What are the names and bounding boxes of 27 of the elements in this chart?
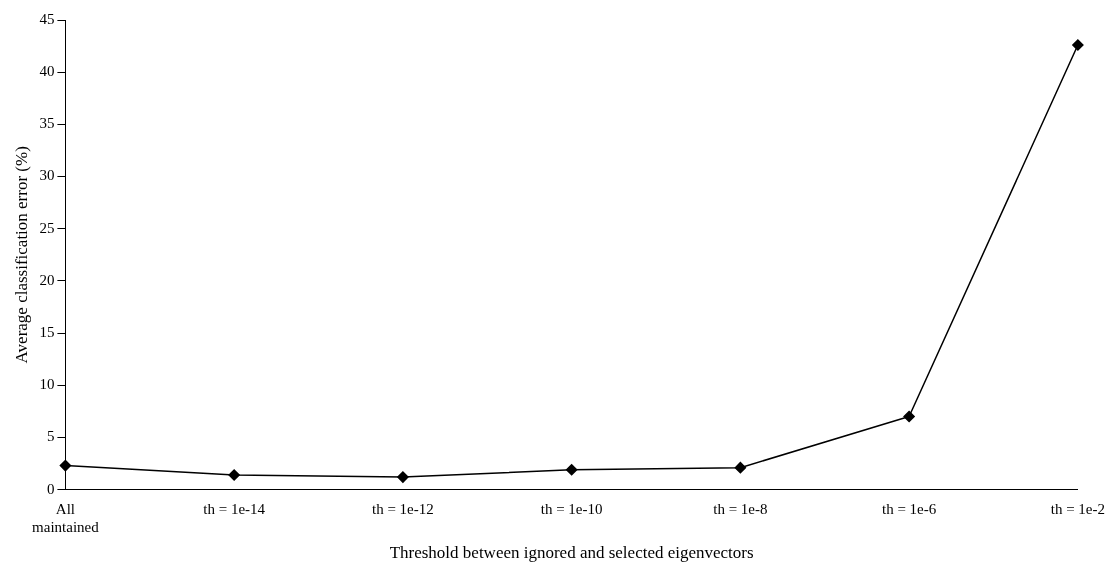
y-tick-label: 25 — [39, 219, 55, 236]
category-label: maintained — [32, 518, 99, 535]
x-axis-title: Threshold between ignored and selected eigenvectors — [389, 543, 754, 563]
y-tick-label: 10 — [39, 376, 55, 393]
y-tick-label: 40 — [39, 63, 55, 80]
point — [903, 410, 915, 423]
y-tick-label: 15 — [39, 324, 55, 340]
x-tick-label: th = 1e-2 — [1050, 500, 1105, 517]
point — [59, 459, 72, 472]
point — [565, 464, 578, 476]
y-axis-title: Average classification error (%) — [11, 146, 31, 364]
y-tick-label: 45 — [39, 10, 55, 27]
y-tick-label: 20 — [39, 271, 55, 288]
x-tick-label: th = 1e-14 — [203, 500, 266, 517]
point — [228, 469, 240, 481]
category-label: All — [55, 500, 75, 517]
y-tick-label: 35 — [39, 115, 55, 132]
y-tick-label: 0 — [46, 480, 55, 497]
point — [1072, 39, 1084, 51]
y-tick-label: 30 — [39, 167, 55, 184]
x-tick-label: th = 1e-8 — [713, 500, 768, 517]
x-tick-label: th = 1e-6 — [881, 500, 937, 517]
y-tick-label: 5 — [46, 428, 55, 445]
point — [397, 471, 409, 483]
x-tick-label: th = 1e-10 — [540, 500, 603, 517]
point — [734, 461, 747, 474]
x-tick-label: th = 1e-12 — [372, 500, 434, 517]
